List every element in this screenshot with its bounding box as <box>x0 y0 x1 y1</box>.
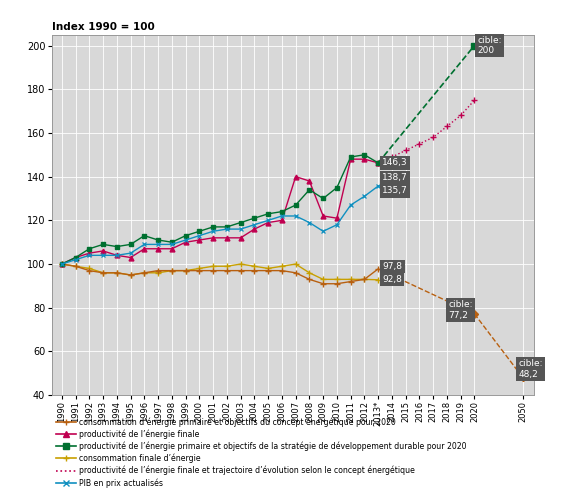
Text: 138,7: 138,7 <box>382 173 408 182</box>
Legend: consommation d’énergie primaire et objectifs du concept énergétique pour 2020, p: consommation d’énergie primaire et objec… <box>56 417 467 488</box>
Text: cible:
200: cible: 200 <box>477 36 502 55</box>
Text: 92,8: 92,8 <box>382 275 402 284</box>
Text: Index 1990 = 100: Index 1990 = 100 <box>52 22 155 33</box>
Text: 97,8: 97,8 <box>382 262 403 271</box>
Text: cible:
48,2: cible: 48,2 <box>519 359 543 379</box>
Text: 146,3: 146,3 <box>382 159 408 167</box>
Text: cible:
77,2: cible: 77,2 <box>448 300 473 320</box>
Text: 135,7: 135,7 <box>382 186 408 195</box>
